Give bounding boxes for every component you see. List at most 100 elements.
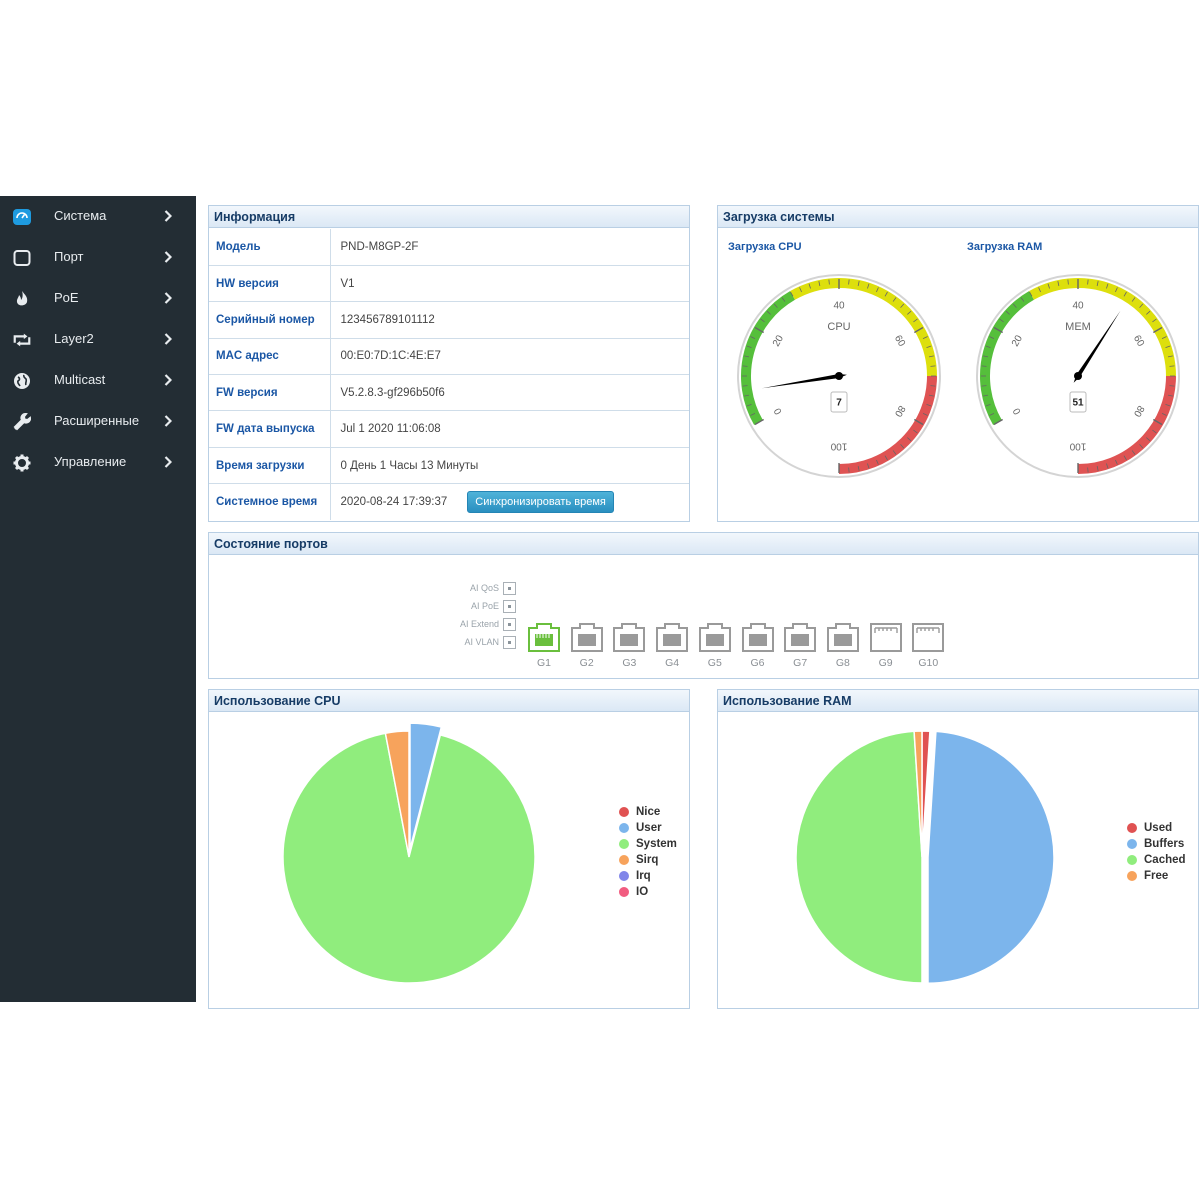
gauge-tick xyxy=(867,283,870,289)
gauge-tick xyxy=(876,287,879,293)
legend-item-system[interactable]: System xyxy=(619,836,677,852)
pie-slice-cached[interactable] xyxy=(795,730,923,984)
legend-dot xyxy=(619,823,629,833)
legend-item-io[interactable]: IO xyxy=(619,884,677,900)
port-g3[interactable]: G3 xyxy=(612,620,646,669)
port-label: G6 xyxy=(750,657,765,669)
panel-title: Использование RAM xyxy=(718,690,1198,712)
sidebar-item-poe[interactable]: PoE xyxy=(0,278,196,319)
port-g4[interactable]: G4 xyxy=(655,620,689,669)
legend-item-nice[interactable]: Nice xyxy=(619,804,677,820)
sidebar-item-advanced[interactable]: Расширенные xyxy=(0,401,196,442)
legend-item-user[interactable]: User xyxy=(619,820,677,836)
gauge-tick xyxy=(1146,437,1151,442)
gauge-tick xyxy=(818,281,821,287)
gauge-tick xyxy=(1067,279,1069,285)
fire-icon xyxy=(12,289,32,309)
gauge-tick xyxy=(1139,444,1144,449)
info-key: FW версия xyxy=(209,374,331,412)
gauge-tick-label: 40 xyxy=(1072,301,1084,312)
gauge-tick xyxy=(760,318,765,323)
gauge-tick xyxy=(981,385,987,387)
gauge-tick xyxy=(930,365,936,367)
port-label: G7 xyxy=(793,657,808,669)
gear-icon xyxy=(12,453,32,473)
gauge-tick xyxy=(808,283,811,289)
ram-pie-chart xyxy=(795,730,1055,984)
sidebar-item-layer2[interactable]: Layer2 xyxy=(0,319,196,360)
port-g6[interactable]: G6 xyxy=(741,620,775,669)
gauge-label: CPU xyxy=(827,321,850,333)
sidebar-item-management[interactable]: Управление xyxy=(0,442,196,483)
port-g5[interactable]: G5 xyxy=(698,620,732,669)
legend-label: IO xyxy=(636,886,649,898)
gauge-tick xyxy=(848,467,850,473)
gauge-tick xyxy=(1123,455,1127,461)
pie-slice-free[interactable] xyxy=(913,730,923,858)
gauge-value-box xyxy=(830,391,848,413)
legend-item-cached[interactable]: Cached xyxy=(1127,852,1186,868)
pie-slice-user[interactable] xyxy=(409,722,443,850)
legend-dot xyxy=(619,887,629,897)
legend-label: User xyxy=(636,822,662,834)
pie-slice-buffers[interactable] xyxy=(927,730,1055,984)
legend-item-buffers[interactable]: Buffers xyxy=(1127,836,1186,852)
info-value: V5.2.8.3-gf296b50f6 xyxy=(330,374,689,412)
ai-control-checkbox[interactable] xyxy=(503,582,516,595)
ram-legend: Used Buffers Cached Free xyxy=(1127,820,1186,884)
gauge-tick xyxy=(1012,303,1017,308)
gauge-tick-label: 60 xyxy=(1131,334,1146,350)
port-g10[interactable]: G10 xyxy=(911,620,945,669)
gauge-tick xyxy=(900,303,905,308)
gauge-tick xyxy=(848,279,850,285)
port-label: G4 xyxy=(665,657,680,669)
gauge-tick xyxy=(1087,279,1089,285)
gauge-tick xyxy=(983,394,989,397)
gauge-tick xyxy=(773,303,778,308)
ethernet-port-icon xyxy=(698,623,731,652)
gauge-tick xyxy=(922,336,928,339)
sidebar-item-system[interactable]: Система xyxy=(0,196,196,237)
gauge-pivot xyxy=(1074,372,1082,380)
port-g8[interactable]: G8 xyxy=(826,620,860,669)
legend-dot xyxy=(619,871,629,881)
gauge-tick-label: 20 xyxy=(771,333,786,349)
port-g9[interactable]: G9 xyxy=(869,620,903,669)
gauge-tick xyxy=(867,463,870,469)
port-label: G3 xyxy=(622,657,637,669)
sync-time-button[interactable]: Синхронизировать время xyxy=(467,491,614,514)
ai-control-checkbox[interactable] xyxy=(503,618,516,631)
port-g7[interactable]: G7 xyxy=(783,620,817,669)
legend-item-used[interactable]: Used xyxy=(1127,820,1186,836)
gauge-tick xyxy=(1020,297,1025,302)
info-key: Время загрузки xyxy=(209,447,331,485)
ai-control-checkbox[interactable] xyxy=(503,636,516,649)
chevron-right-icon xyxy=(161,371,175,389)
pie-slice-system[interactable] xyxy=(282,732,536,984)
port-g1[interactable]: G1 xyxy=(527,620,561,669)
pie-slice-sirq[interactable] xyxy=(384,730,410,858)
legend-item-sirq[interactable]: Sirq xyxy=(619,852,677,868)
gauge-tick xyxy=(1152,326,1163,334)
legend-dot xyxy=(619,807,629,817)
ai-control-checkbox[interactable] xyxy=(503,600,516,613)
chevron-right-icon xyxy=(161,453,175,471)
gauge-tick xyxy=(1096,465,1099,471)
info-value: 2020-08-24 17:39:37 xyxy=(340,496,448,509)
gauge-tick xyxy=(993,418,1004,426)
gauge-tick xyxy=(746,404,752,407)
sidebar-item-label: Управление xyxy=(54,454,127,469)
sidebar-item-label: Multicast xyxy=(54,372,106,387)
info-value: 00:E0:7D:1C:4E:E7 xyxy=(330,338,689,376)
dashboard-icon xyxy=(12,207,32,227)
gauge-tick xyxy=(1106,283,1109,289)
gauge-tick xyxy=(983,355,989,358)
legend-item-free[interactable]: Free xyxy=(1127,868,1186,884)
sidebar-item-port[interactable]: Порт xyxy=(0,237,196,278)
legend-item-irq[interactable]: Irq xyxy=(619,868,677,884)
port-g2[interactable]: G2 xyxy=(570,620,604,669)
ai-control-label: AI VLAN xyxy=(464,637,499,647)
gauge-tick xyxy=(913,429,918,434)
gauge-tick xyxy=(790,291,794,297)
sidebar-item-multicast[interactable]: Multicast xyxy=(0,360,196,401)
